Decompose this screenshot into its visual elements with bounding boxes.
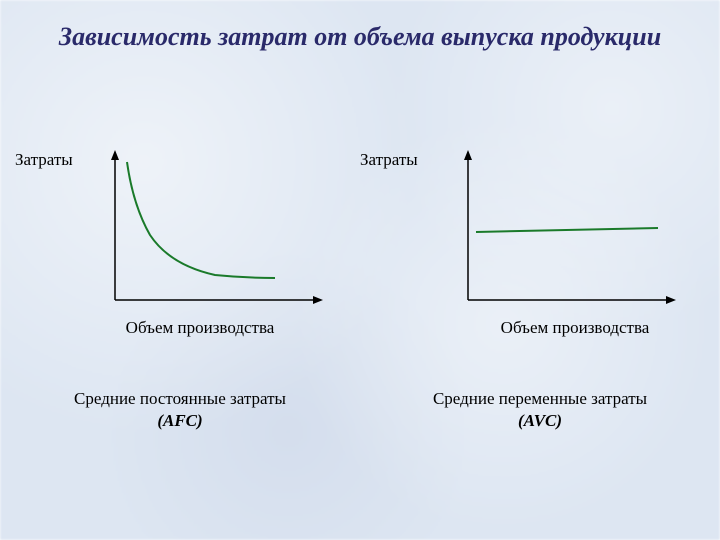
page-title: Зависимость затрат от объема выпуска про…: [0, 22, 720, 52]
caption-afc: Средние постоянные затраты (AFC): [74, 388, 286, 432]
chart-avc-plot: [458, 150, 678, 310]
caption-avc-abbr: (AVC): [518, 411, 562, 430]
y-axis-label-left: Затраты: [15, 150, 73, 170]
caption-afc-line1: Средние постоянные затраты: [74, 389, 286, 408]
chart-afc-plot: [105, 150, 325, 310]
caption-avc-line1: Средние переменные затраты: [433, 389, 647, 408]
y-axis-label-right: Затраты: [360, 150, 418, 170]
chart-avc: Затраты Объем производства Средние перем…: [380, 150, 700, 432]
x-axis-label-left: Объем производства: [126, 318, 275, 338]
caption-afc-abbr: (AFC): [157, 411, 202, 430]
x-axis-label-right: Объем производства: [501, 318, 650, 338]
caption-avc: Средние переменные затраты (AVC): [433, 388, 647, 432]
chart-afc: Затраты Объем производства Средние посто…: [20, 150, 340, 432]
